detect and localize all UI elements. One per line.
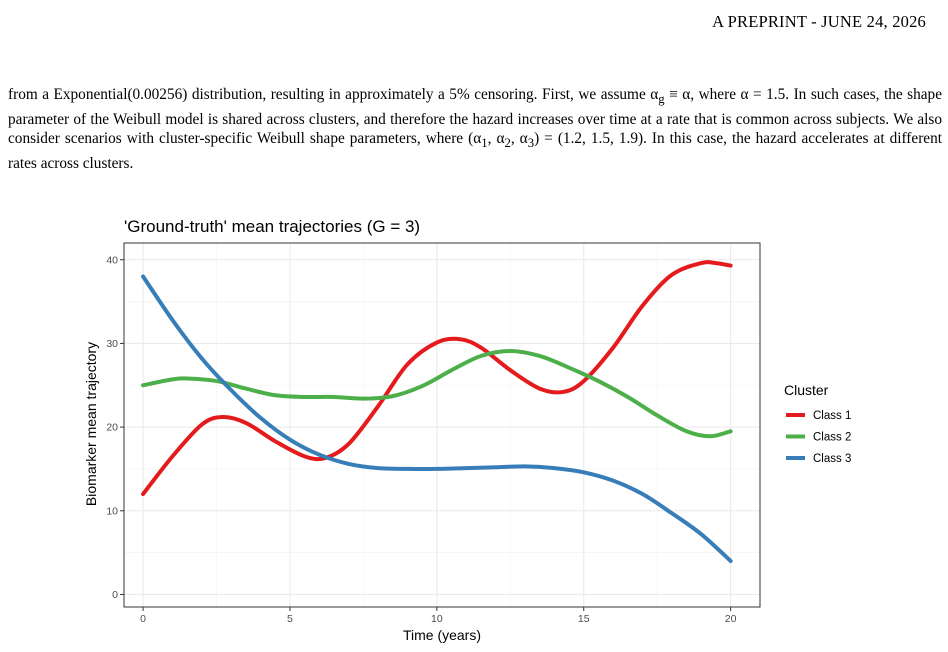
y-tick-label: 40 (106, 254, 118, 266)
legend: Cluster Class 1 Class 2 Class 3 (784, 382, 851, 465)
legend-title: Cluster (784, 382, 829, 398)
subscript-g: g (658, 92, 665, 107)
x-axis-label: Time (years) (403, 627, 481, 643)
axis-layer: 0 5 10 15 20 0 10 20 30 40 (106, 242, 761, 625)
x-tick-label: 10 (431, 613, 443, 625)
plot-background (124, 243, 760, 607)
paragraph-text-5: ) = (1.2, 1.5, 1.9). In this case, the h… (8, 130, 942, 172)
subscript-1: 1 (481, 136, 488, 151)
plot-panel (124, 243, 760, 607)
legend-label-2: Class 2 (813, 432, 851, 444)
body-paragraph: from a Exponential(0.00256) distribution… (8, 85, 942, 173)
y-axis-label: Biomarker mean trajectory (83, 342, 99, 506)
x-tick-label: 5 (287, 613, 293, 625)
series-line-2 (141, 348, 733, 439)
series-layer (141, 260, 733, 563)
x-tick-label: 15 (578, 613, 590, 625)
legend-label-3: Class 3 (813, 453, 851, 465)
y-tick-label: 20 (106, 422, 118, 434)
series-line-1 (141, 260, 733, 497)
running-header: A PREPRINT - JUNE 24, 2026 (712, 12, 926, 31)
plot-border (123, 242, 761, 608)
subscript-2: 2 (504, 136, 511, 151)
paragraph-text-4: , α (510, 130, 528, 148)
legend-label-1: Class 1 (813, 410, 851, 422)
paragraph-text-1: from a Exponential(0.00256) distribution… (8, 86, 659, 103)
x-tick-label: 20 (725, 613, 737, 625)
chart-title: 'Ground-truth' mean trajectories (G = 3) (124, 217, 420, 236)
x-tick-label: 0 (140, 613, 146, 625)
y-tick-label: 0 (112, 589, 118, 601)
series-line-3 (141, 274, 733, 563)
paragraph-text-3: , α (487, 130, 505, 148)
y-tick-label: 10 (106, 505, 118, 517)
y-tick-label: 30 (106, 338, 118, 350)
paragraph-text-2: ≡ α, where α = 1.5. In such cases, the s… (8, 86, 942, 148)
subscript-3: 3 (527, 136, 535, 151)
